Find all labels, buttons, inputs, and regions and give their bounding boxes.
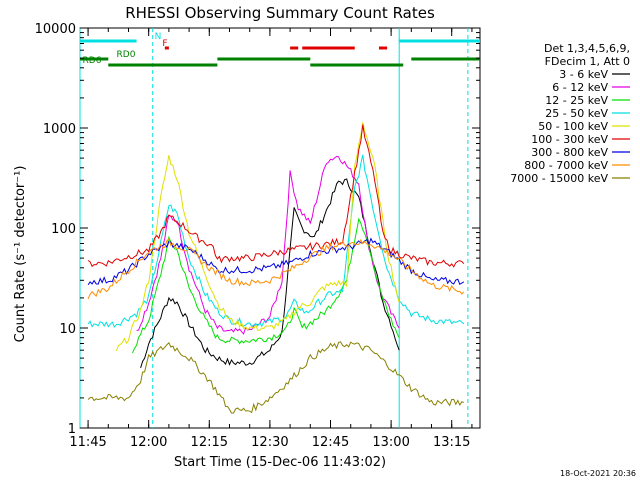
flag-label-0: N: [155, 32, 162, 42]
legend-header-1: FDecim 1, Att 0: [545, 55, 630, 68]
x-tick-label-3: 12:30: [251, 435, 288, 450]
flag-label-1: F: [162, 39, 167, 49]
legend-entry-8: 7000 - 15000 keV: [510, 172, 608, 185]
x-tick-label-4: 12:45: [312, 435, 349, 450]
legend-entry-5: 100 - 300 keV: [531, 133, 608, 146]
x-tick-label-6: 13:15: [433, 435, 470, 450]
series-line-2: [132, 217, 400, 354]
legend-entry-3: 25 - 50 keV: [545, 107, 608, 120]
series-line-0: [140, 178, 400, 369]
legend-header-0: Det 1,3,4,5,6,9,: [544, 42, 630, 55]
x-tick-label-0: 11:45: [69, 435, 106, 450]
legend-entry-4: 50 - 100 keV: [538, 120, 608, 133]
series-line-6: [87, 237, 465, 286]
series-line-7: [87, 238, 465, 300]
y-tick-label-1: 10: [59, 322, 76, 337]
y-tick-label-2: 100: [51, 222, 76, 237]
x-axis-label: Start Time (15-Dec-06 11:43:02): [174, 455, 386, 470]
y-tick-label-4: 10000: [35, 22, 76, 37]
legend-entry-6: 300 - 800 keV: [531, 146, 608, 159]
legend-entry-7: 800 - 7000 keV: [524, 159, 608, 172]
y-tick-label-0: 1: [68, 422, 76, 437]
x-tick-label-5: 13:00: [372, 435, 409, 450]
chart-title: RHESSI Observing Summary Count Rates: [125, 4, 435, 22]
legend-entry-0: 3 - 6 keV: [559, 68, 608, 81]
legend-entry-1: 6 - 12 keV: [552, 81, 608, 94]
series-line-3: [87, 154, 465, 328]
series-line-4: [115, 122, 400, 352]
x-tick-label-1: 12:00: [130, 435, 167, 450]
plot-frame: [79, 27, 481, 429]
series-line-1: [136, 155, 400, 335]
flag-label-2: RD0: [117, 50, 136, 60]
footer-date: 18-Oct-2021 20:36: [560, 469, 636, 478]
flag-label-3: RD6: [83, 56, 102, 66]
legend-entry-2: 12 - 25 keV: [545, 94, 608, 107]
x-tick-label-2: 12:15: [191, 435, 228, 450]
series-line-8: [87, 341, 464, 414]
y-axis-label: Count Rate (s⁻¹ detector⁻¹): [13, 166, 28, 343]
y-tick-label-3: 1000: [43, 122, 76, 137]
series-line-5: [87, 124, 465, 268]
